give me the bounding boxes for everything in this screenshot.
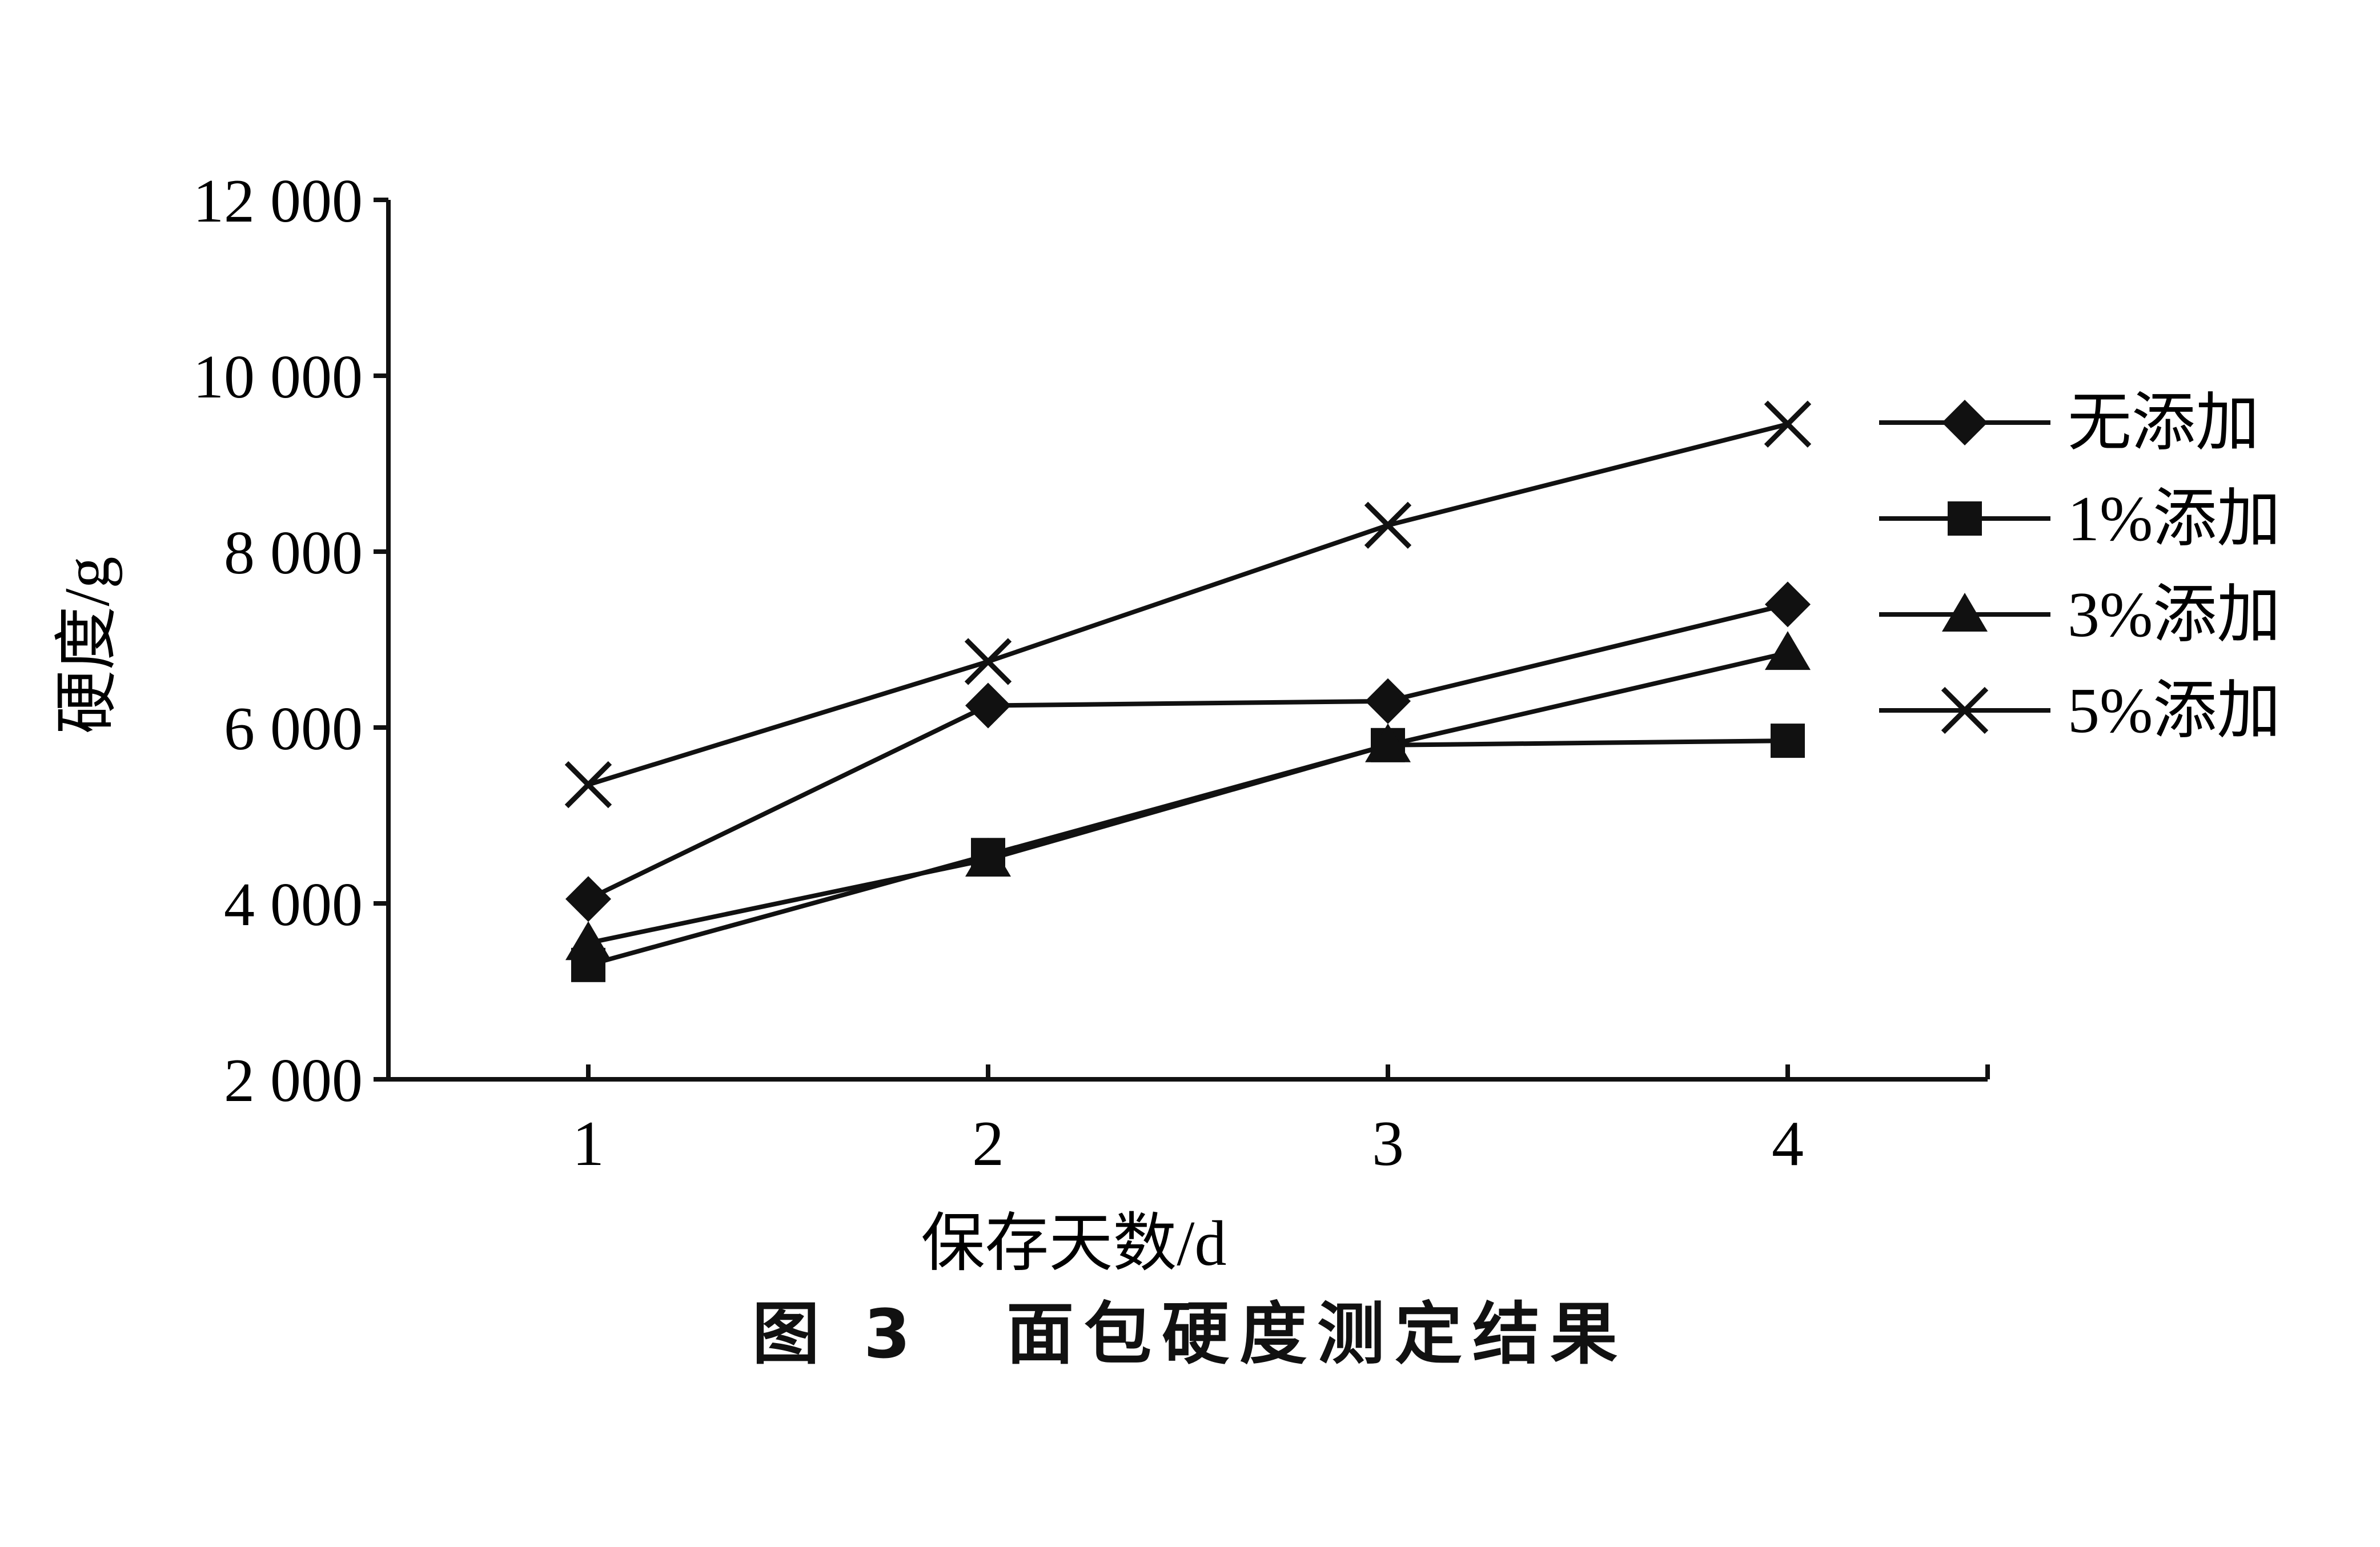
data-point [1764, 400, 1812, 448]
figure-title: 面包硬度测定结果 [1006, 1295, 1628, 1373]
x-marker-stroke [1364, 501, 1412, 549]
x-marker-stroke [1764, 400, 1812, 448]
legend-marker [1942, 400, 1988, 445]
series-2 [571, 724, 1805, 982]
data-point [1765, 631, 1811, 670]
legend-label: 3%添加 [2068, 580, 2281, 650]
data-point [964, 638, 1012, 685]
data-point [965, 682, 1011, 729]
y-tick-label: 12 000 [193, 167, 363, 235]
x-tick-label: 1 [572, 1108, 604, 1179]
legend-label: 5%添加 [2068, 676, 2281, 746]
x-marker-stroke [564, 761, 612, 809]
x-tick-label: 4 [1772, 1108, 1804, 1179]
series-line [588, 650, 1788, 946]
x-axis-label: 保存天数/d [921, 1208, 1226, 1279]
x-marker-stroke [1941, 686, 1989, 734]
series-layer [564, 400, 1812, 982]
x-tick-label: 2 [972, 1108, 1004, 1179]
legend-marker [1942, 593, 1988, 632]
data-point [1365, 723, 1411, 762]
y-tick-label: 6 000 [224, 695, 363, 763]
series-1 [565, 581, 1811, 922]
legend-label: 无添加 [2068, 388, 2259, 459]
series-line [587, 602, 1788, 901]
series-line [587, 738, 1788, 967]
data-point [965, 838, 1011, 877]
series-line [587, 421, 1788, 787]
axis-ticks: 2 000 4 000 6 000 8 000 10 000 12 000 1 2 3 4 [193, 167, 1990, 1179]
y-tick-label: 4 000 [224, 871, 363, 939]
legend-item: 1%添加 [1879, 484, 2281, 554]
y-tick-label: 2 000 [224, 1047, 363, 1115]
figure-caption: 图 3 面包硬度测定结果 [0, 1279, 2380, 1377]
data-point [1765, 581, 1811, 628]
legend-item: 3%添加 [1879, 580, 2281, 650]
x-marker-stroke [964, 638, 1012, 685]
series-4 [564, 400, 1812, 809]
figure-number: 图 3 [752, 1295, 921, 1373]
axes [386, 200, 1988, 1082]
legend-marker [1948, 501, 1982, 536]
legend-item: 5%添加 [1879, 676, 2281, 746]
data-point [1771, 724, 1805, 758]
data-point [565, 921, 611, 961]
data-point [564, 761, 612, 809]
data-point [1364, 501, 1412, 549]
legend-marker [1941, 686, 1989, 734]
legend-label: 1%添加 [2068, 484, 2281, 554]
x-tick-label: 3 [1372, 1108, 1404, 1179]
y-tick-label: 8 000 [224, 519, 363, 587]
data-point [565, 876, 611, 922]
legend: 无添加 1%添加 3%添加 5%添加 [1879, 388, 2281, 746]
y-axis-label: 硬度/g [52, 556, 123, 734]
legend-item: 无添加 [1879, 388, 2259, 459]
data-point [1365, 678, 1411, 724]
series-3 [565, 631, 1811, 961]
y-tick-label: 10 000 [193, 343, 363, 411]
